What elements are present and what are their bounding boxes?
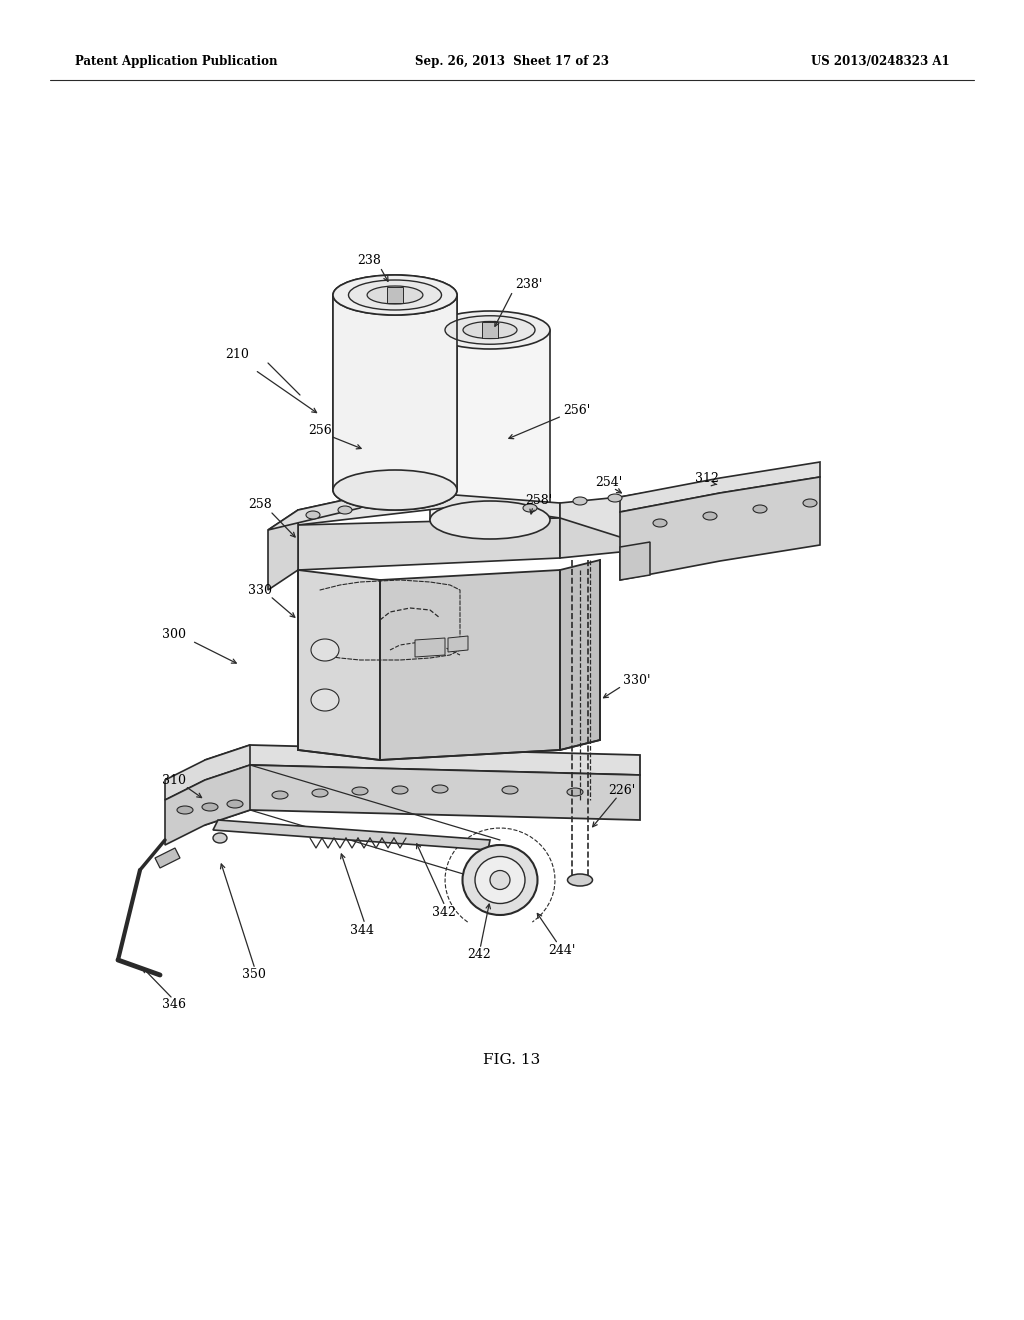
Ellipse shape <box>227 800 243 808</box>
Text: 244': 244' <box>548 944 575 957</box>
Ellipse shape <box>352 787 368 795</box>
Text: 330': 330' <box>623 673 650 686</box>
Ellipse shape <box>272 791 288 799</box>
Ellipse shape <box>177 807 193 814</box>
Polygon shape <box>387 286 403 304</box>
Ellipse shape <box>413 500 427 508</box>
Ellipse shape <box>445 315 535 345</box>
Polygon shape <box>620 543 650 579</box>
Polygon shape <box>298 517 560 570</box>
Polygon shape <box>387 286 403 304</box>
Text: 310: 310 <box>162 774 186 787</box>
Text: 210: 210 <box>225 348 249 362</box>
Ellipse shape <box>333 275 457 315</box>
Polygon shape <box>415 638 445 657</box>
Text: 312: 312 <box>695 471 719 484</box>
Polygon shape <box>333 294 457 490</box>
Ellipse shape <box>753 506 767 513</box>
Text: 226': 226' <box>608 784 635 796</box>
Ellipse shape <box>348 280 441 310</box>
Text: 342: 342 <box>432 906 456 919</box>
Polygon shape <box>155 847 180 869</box>
Text: 256: 256 <box>308 424 332 437</box>
Ellipse shape <box>567 788 583 796</box>
Ellipse shape <box>202 803 218 810</box>
Ellipse shape <box>367 286 423 304</box>
Ellipse shape <box>653 519 667 527</box>
Ellipse shape <box>463 845 538 915</box>
Polygon shape <box>620 477 820 579</box>
Text: Sep. 26, 2013  Sheet 17 of 23: Sep. 26, 2013 Sheet 17 of 23 <box>415 55 609 69</box>
Ellipse shape <box>475 857 525 903</box>
Text: FIG. 13: FIG. 13 <box>483 1053 541 1067</box>
Ellipse shape <box>333 470 457 510</box>
Ellipse shape <box>463 322 517 338</box>
Ellipse shape <box>333 470 457 510</box>
Polygon shape <box>560 560 600 750</box>
Polygon shape <box>165 744 250 800</box>
Polygon shape <box>430 330 550 520</box>
Ellipse shape <box>573 498 587 506</box>
Ellipse shape <box>502 785 518 795</box>
Polygon shape <box>620 462 820 512</box>
Text: 258: 258 <box>248 499 271 511</box>
Ellipse shape <box>311 689 339 711</box>
Ellipse shape <box>311 639 339 661</box>
Polygon shape <box>268 510 298 590</box>
Ellipse shape <box>523 504 537 512</box>
Polygon shape <box>298 490 560 525</box>
Polygon shape <box>560 492 650 543</box>
Polygon shape <box>205 744 640 780</box>
Polygon shape <box>205 766 640 825</box>
Ellipse shape <box>430 502 550 539</box>
Polygon shape <box>333 294 457 490</box>
Text: 238': 238' <box>515 279 543 292</box>
Text: 346: 346 <box>162 998 186 1011</box>
Ellipse shape <box>432 785 449 793</box>
Ellipse shape <box>367 286 423 304</box>
Ellipse shape <box>348 280 441 310</box>
Ellipse shape <box>430 312 550 348</box>
Ellipse shape <box>703 512 717 520</box>
Ellipse shape <box>306 511 319 519</box>
Polygon shape <box>380 570 560 760</box>
Polygon shape <box>268 490 390 531</box>
Ellipse shape <box>333 275 457 315</box>
Text: 344: 344 <box>350 924 374 936</box>
Text: Patent Application Publication: Patent Application Publication <box>75 55 278 69</box>
Text: 254': 254' <box>595 475 623 488</box>
Text: 256': 256' <box>563 404 590 417</box>
Polygon shape <box>560 517 650 558</box>
Text: 238: 238 <box>357 253 381 267</box>
Text: 242: 242 <box>467 949 490 961</box>
Text: US 2013/0248323 A1: US 2013/0248323 A1 <box>811 55 950 69</box>
Ellipse shape <box>490 870 510 890</box>
Polygon shape <box>165 766 250 845</box>
Polygon shape <box>213 820 490 850</box>
Text: 330: 330 <box>248 583 272 597</box>
Text: 350: 350 <box>242 969 266 982</box>
Text: 258': 258' <box>525 494 552 507</box>
Ellipse shape <box>338 506 352 513</box>
Ellipse shape <box>213 833 227 843</box>
Polygon shape <box>449 636 468 652</box>
Ellipse shape <box>608 494 622 502</box>
Ellipse shape <box>567 874 593 886</box>
Text: 300: 300 <box>162 628 186 642</box>
Ellipse shape <box>312 789 328 797</box>
Polygon shape <box>482 322 498 338</box>
Polygon shape <box>298 570 380 760</box>
Ellipse shape <box>392 785 408 795</box>
Ellipse shape <box>803 499 817 507</box>
